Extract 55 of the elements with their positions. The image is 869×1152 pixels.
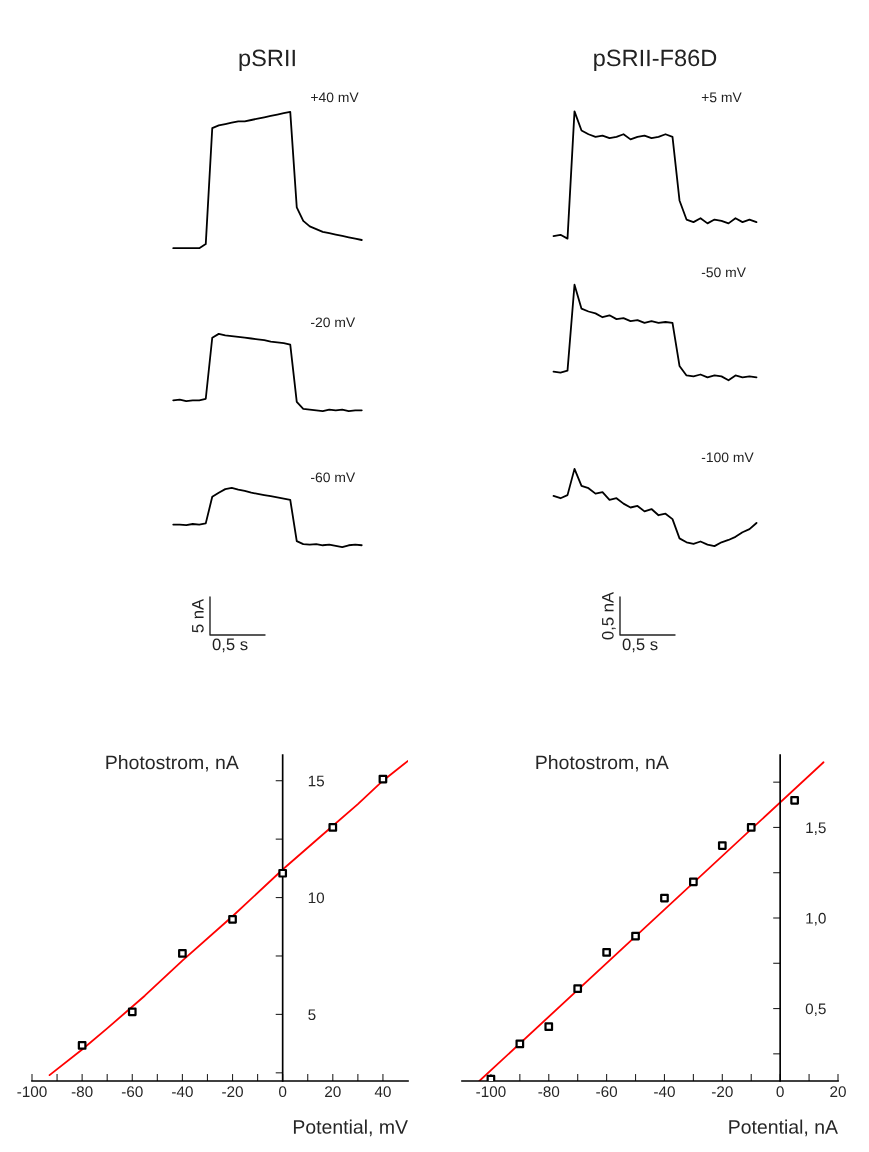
y-tick-label: 5 — [308, 1009, 316, 1021]
point — [228, 914, 237, 924]
point — [328, 823, 338, 832]
x-tick-label: -20 — [711, 1086, 733, 1098]
y-tick-label: 10 — [308, 892, 325, 904]
x-tick-label: -60 — [596, 1086, 618, 1098]
chart-title: pSRII-F86D — [594, 49, 717, 71]
x-tick-label: -100 — [476, 1086, 506, 1098]
x-tick-label: 20 — [325, 1086, 341, 1098]
point — [278, 868, 288, 878]
x-tick-label: 0 — [279, 1086, 287, 1098]
point — [573, 984, 583, 993]
point — [689, 877, 698, 887]
text: 0,5 s — [212, 638, 248, 653]
text: -20 mV — [311, 317, 356, 328]
x-tick-label: -80 — [71, 1086, 93, 1098]
point — [717, 841, 727, 850]
point — [790, 795, 799, 805]
point — [746, 823, 756, 832]
point — [631, 931, 640, 941]
text: 0,5 s — [622, 638, 658, 653]
point — [660, 893, 669, 903]
x-axis-title: Potential, mV — [293, 1119, 408, 1137]
point — [127, 1007, 137, 1017]
x-tick-label: 0 — [776, 1086, 784, 1098]
point — [544, 1022, 554, 1032]
point — [515, 1039, 525, 1049]
x-tick-label: -80 — [538, 1086, 560, 1098]
point — [178, 949, 187, 958]
text: 0,5 nA — [601, 591, 616, 640]
text: +5 mV — [701, 92, 742, 103]
x-tick-label: -40 — [654, 1086, 675, 1098]
x-tick-label: -100 — [17, 1086, 47, 1098]
point — [378, 774, 388, 784]
y-tick-label: 15 — [308, 775, 325, 787]
y-tick-label: 1,5 — [806, 822, 826, 835]
text: -60 mV — [311, 472, 356, 483]
text: -50 mV — [701, 267, 746, 278]
x-tick-label: 20 — [830, 1086, 846, 1098]
point — [486, 1074, 496, 1081]
text: +40 mV — [311, 92, 359, 103]
y-axis-title: Photostrom, nA — [536, 755, 669, 772]
x-tick-label: -20 — [222, 1086, 243, 1098]
chart-title: pSRII — [239, 49, 295, 71]
x-tick-label: 40 — [374, 1086, 391, 1098]
x-tick-label: -40 — [172, 1086, 193, 1098]
point — [602, 948, 611, 957]
y-tick-label: 1,0 — [806, 912, 826, 926]
y-tick-label: 0,5 — [805, 1003, 826, 1017]
y-axis-title: Photostrom, nA — [106, 755, 239, 772]
x-tick-label: -60 — [121, 1086, 143, 1098]
text: 5 nA — [192, 598, 204, 633]
x-axis-title: Potential, nA — [729, 1119, 838, 1137]
point — [77, 1041, 87, 1050]
text: -100 mV — [701, 452, 754, 463]
